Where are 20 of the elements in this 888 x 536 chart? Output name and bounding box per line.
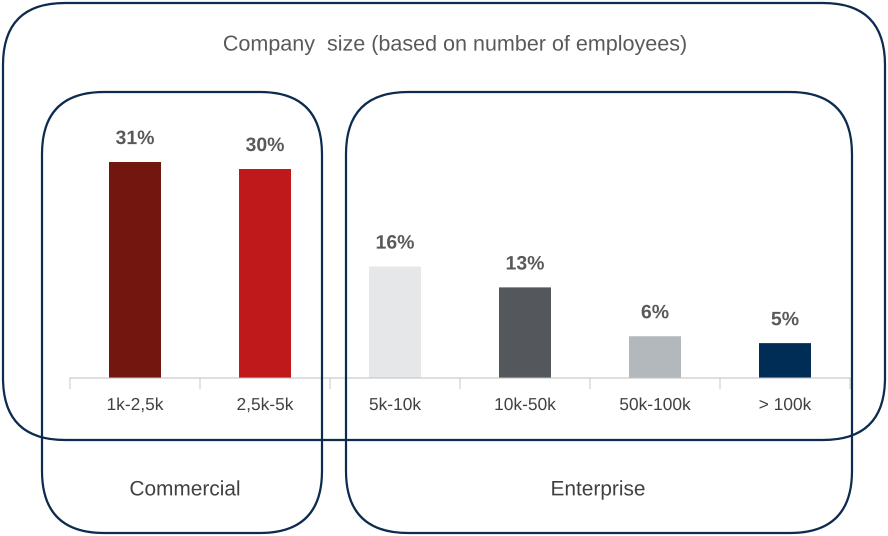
text: Enterprise: [552, 480, 645, 500]
bar: [239, 168, 291, 378]
text: Commercial: [130, 480, 240, 496]
x-tick-label: 1k-2,5k: [108, 397, 164, 412]
bar: [499, 287, 551, 378]
data-label: 6%: [642, 304, 669, 318]
data-label: 30%: [246, 137, 284, 152]
chart-title: Company size (based on number of employees): [224, 34, 686, 56]
data-label: 31%: [116, 130, 154, 144]
data-label: 16%: [376, 235, 414, 249]
x-tick-label: > 100k: [760, 397, 812, 410]
bar: [369, 266, 421, 378]
data-label: 5%: [772, 312, 799, 326]
bar: [759, 343, 811, 378]
x-tick-label: 2,5k-5k: [237, 397, 294, 412]
bar: [109, 162, 161, 378]
data-label: 13%: [506, 256, 544, 270]
x-tick-label: 5k-10k: [370, 397, 422, 410]
x-tick-label: 10k-50k: [495, 397, 556, 410]
x-tick-label: 50k-100k: [620, 397, 691, 410]
